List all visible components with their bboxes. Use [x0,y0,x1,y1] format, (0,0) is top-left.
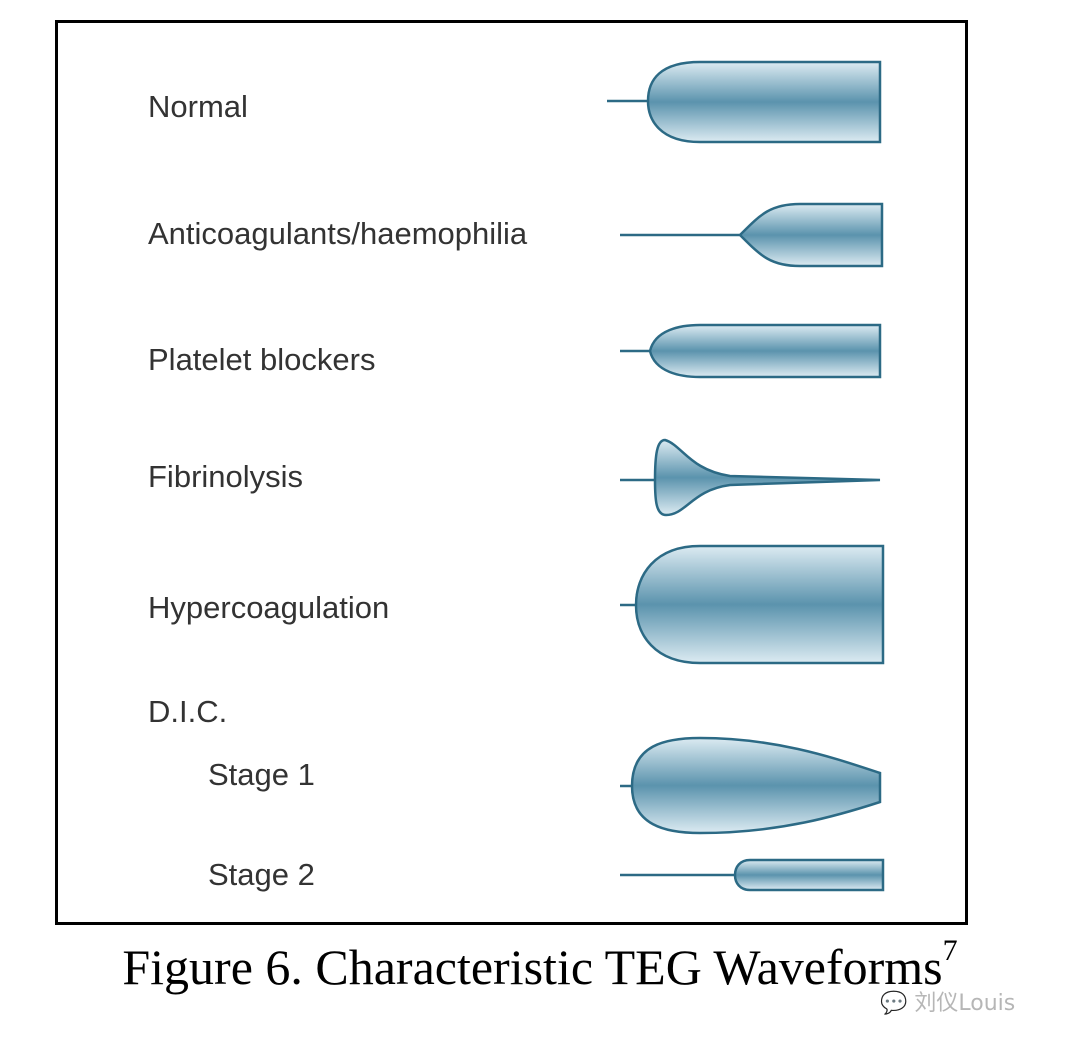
wechat-icon: 💬 [880,991,908,1016]
waveform-dic-stage1 [620,736,882,835]
caption-reference: 7 [942,934,958,967]
waveform-normal [607,60,882,144]
waveform-dic-stage2 [620,858,885,892]
label-stage2: Stage 2 [208,857,315,892]
waveform-platelet-blockers [620,323,882,379]
waveform-anticoagulants [620,202,884,268]
label-hypercoagulation: Hypercoagulation [148,590,390,625]
label-normal: Normal [148,89,248,124]
label-stage1: Stage 1 [208,757,315,792]
label-platelet-blockers: Platelet blockers [148,342,376,377]
watermark: 💬 刘仪Louis [880,985,1015,1017]
label-dic: D.I.C. [148,694,228,729]
label-fibrinolysis: Fibrinolysis [148,459,304,494]
waveform-fibrinolysis [620,438,881,517]
waveform-hypercoagulation [620,544,885,665]
caption-text: Figure 6. Characteristic TEG Waveforms [122,939,943,995]
figure-caption: Figure 6. Characteristic TEG Waveforms7 [0,934,1080,996]
watermark-text: 刘仪Louis [914,991,1016,1016]
figure-frame [55,20,968,925]
label-anticoagulants: Anticoagulants/haemophilia [148,216,528,251]
